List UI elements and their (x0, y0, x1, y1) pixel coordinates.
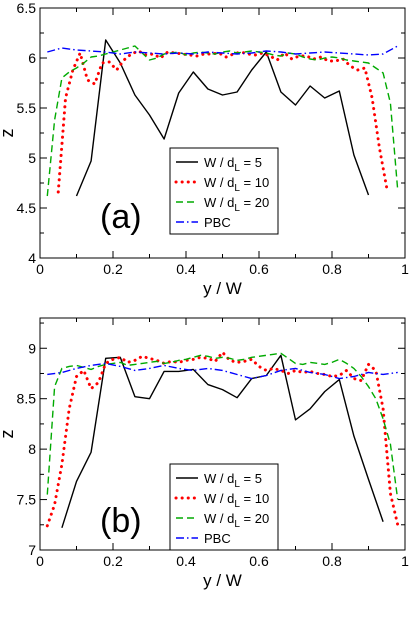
legend-label-s20: W / dL = 20 (204, 511, 269, 530)
series-line-s5 (61, 354, 384, 529)
x-tick-label: 0.2 (103, 553, 123, 569)
x-tick-label: 1 (401, 261, 409, 277)
series-line-pbc (47, 45, 399, 56)
x-axis-label: y / W (203, 279, 242, 298)
series-line-s5 (75, 39, 370, 197)
x-tick-label: 0.8 (322, 553, 342, 569)
series-line-s10 (56, 49, 389, 194)
y-tick-label: 6 (28, 50, 36, 66)
x-tick-label: 0.6 (249, 261, 269, 277)
panel-label: (a) (100, 198, 142, 236)
y-tick-label: 8 (28, 441, 36, 457)
legend-label-pbc: PBC (204, 531, 231, 546)
panel-a-chart: 0 0.2 0.4 0.6 0.8 1 4 4.5 5 5.5 6 6.5 y / W z (a) W / d… (0, 0, 409, 298)
series-line-s20 (46, 352, 399, 500)
legend-label-s5: W / dL = 5 (204, 471, 262, 490)
y-tick-label: 6.5 (17, 0, 37, 16)
y-tick-label: 5 (28, 150, 36, 166)
y-tick-label: 4.5 (17, 200, 37, 216)
series-line-s20 (46, 45, 399, 197)
x-tick-label: 0.4 (176, 553, 196, 569)
series-line-pbc (47, 362, 398, 380)
y-tick-label: 4 (28, 250, 36, 266)
y-tick-label: 7 (28, 542, 36, 558)
x-tick-label: 1 (401, 553, 409, 569)
x-tick-label: 0 (36, 553, 44, 569)
legend-label-s20: W / dL = 20 (204, 195, 269, 214)
x-tick-label: 0.2 (103, 261, 123, 277)
legend-label-s10: W / dL = 10 (204, 175, 269, 194)
y-tick-label: 9 (28, 340, 36, 356)
legend-label-pbc: PBC (204, 215, 231, 230)
y-tick-label: 8.5 (17, 391, 37, 407)
plot-area (45, 350, 400, 529)
plot-area (46, 39, 399, 197)
x-tick-label: 0.6 (249, 553, 269, 569)
x-axis-label: y / W (203, 571, 242, 590)
y-tick-label: 5.5 (17, 100, 37, 116)
panel-b-chart: 0 0.2 0.4 0.6 0.8 1 7 7.5 8 8.5 9 y / W z (b) W / dL =… (0, 317, 409, 590)
x-tick-label: 0.8 (322, 261, 342, 277)
legend-label-s10: W / dL = 10 (204, 491, 269, 510)
y-axis-label: z (0, 430, 17, 439)
x-tick-label: 0.4 (176, 261, 196, 277)
y-tick-label: 7.5 (17, 492, 37, 508)
legend-label-s5: W / dL = 5 (204, 155, 262, 174)
y-axis-label: z (0, 129, 17, 138)
panel-label: (b) (100, 502, 142, 540)
x-tick-label: 0 (36, 261, 44, 277)
